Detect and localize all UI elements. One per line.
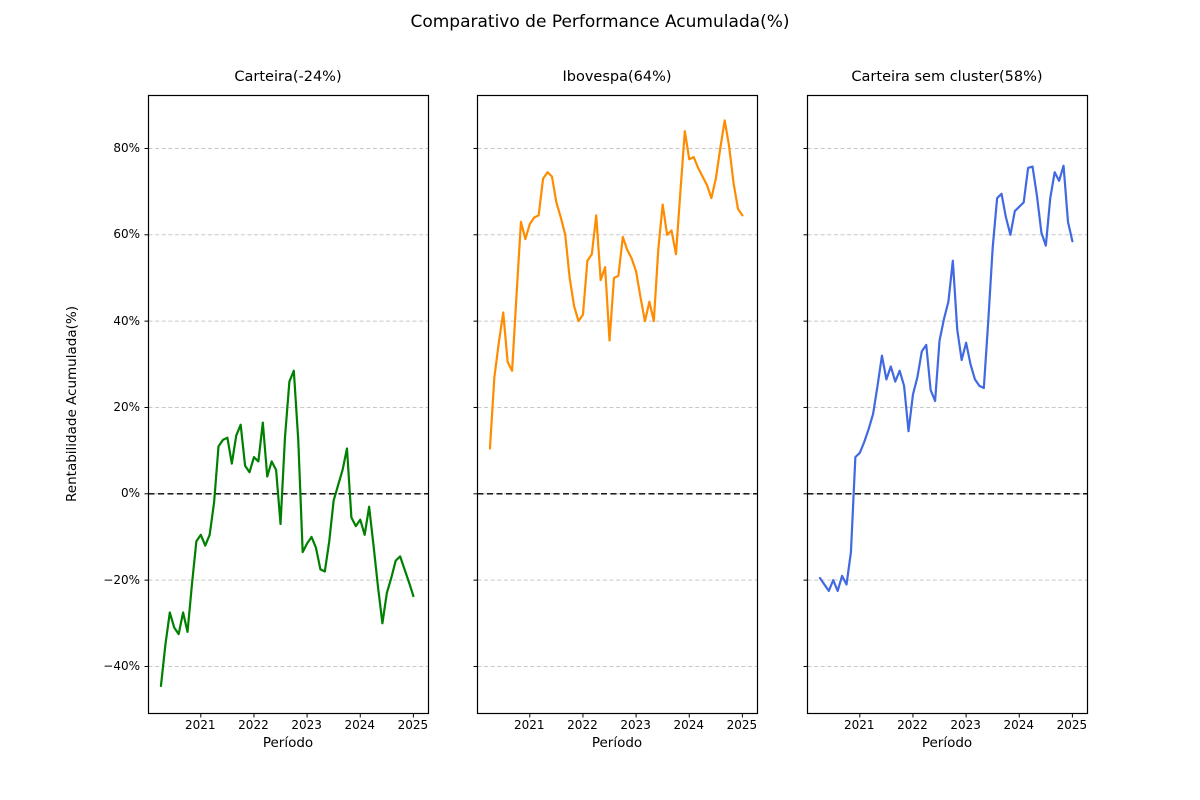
axes-spines [147, 94, 430, 715]
panel-title-carteira-sem-cluster: Carteira sem cluster(58%) [851, 69, 1043, 85]
x-tick-label: 2024 [673, 718, 705, 732]
subplot [803, 94, 1089, 718]
series-line [159, 369, 415, 687]
x-tick-label: 2022 [238, 718, 269, 732]
y-tick-label: 80% [113, 140, 140, 155]
x-axis-label: Período [262, 735, 314, 751]
x-tick-label: 2021 [514, 718, 545, 732]
panel-title-ibovespa: Ibovespa(64%) [562, 69, 672, 85]
x-tick-label: 2021 [844, 718, 875, 732]
y-tick-label: 40% [113, 313, 140, 328]
y-tick-label: −40% [103, 658, 140, 673]
y-tick-label: 0% [120, 486, 140, 501]
series-line [818, 164, 1074, 593]
x-axis-label: Período [591, 735, 643, 751]
x-tick-label: 2025 [1056, 718, 1088, 732]
axes-spines [476, 94, 759, 715]
x-tick-label: 2023 [620, 718, 651, 732]
x-axis-label: Período [921, 735, 973, 751]
y-tick-label: 20% [113, 399, 140, 414]
x-tick-label: 2021 [185, 718, 216, 732]
axes-spines [806, 94, 1089, 715]
y-tick-label: 60% [113, 227, 140, 242]
x-tick-label: 2025 [726, 718, 758, 732]
x-tick-label: 2024 [1003, 718, 1035, 732]
x-tick-label: 2025 [397, 718, 429, 732]
x-tick-label: 2023 [291, 718, 322, 732]
x-tick-label: 2022 [897, 718, 928, 732]
series-line [488, 119, 744, 450]
figure-title: Comparativo de Performance Acumulada(%) [410, 12, 790, 32]
x-tick-label: 2024 [344, 718, 376, 732]
subplot [144, 94, 430, 718]
panel-title-carteira: Carteira(-24%) [234, 69, 342, 85]
x-tick-label: 2022 [567, 718, 598, 732]
subplot [473, 94, 759, 718]
x-tick-label: 2023 [950, 718, 981, 732]
y-tick-label: −20% [103, 572, 140, 587]
